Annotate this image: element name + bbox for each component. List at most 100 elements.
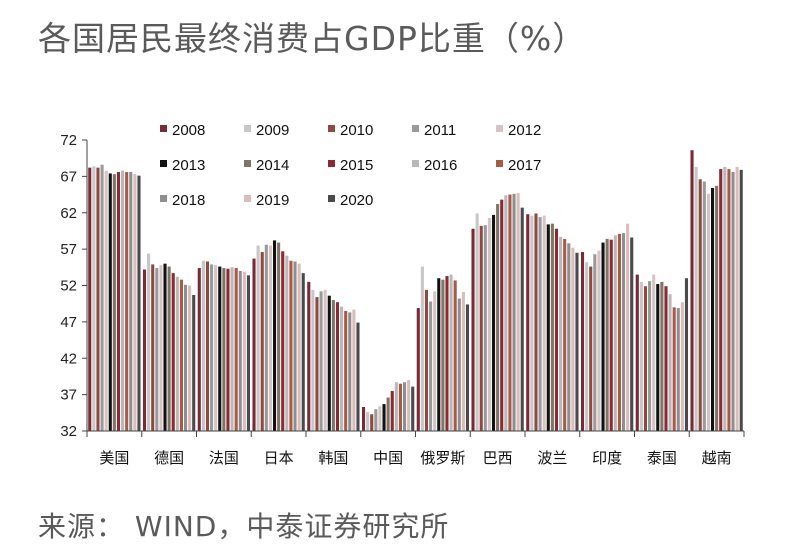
bar-2019-越南 <box>735 166 739 432</box>
bar-2019-德国 <box>188 285 192 431</box>
bar-2013-日本 <box>272 240 277 431</box>
bar-2015-俄罗斯 <box>445 276 449 431</box>
bar-2009-泰国 <box>639 281 643 431</box>
bar-2017-泰国 <box>672 307 676 431</box>
bar-2013-中国 <box>382 404 386 431</box>
bar-2012-泰国 <box>652 274 656 431</box>
bar-2015-波兰 <box>554 228 559 431</box>
legend-swatch-2014 <box>244 160 251 167</box>
y-tick-label: 32 <box>60 423 77 440</box>
legend-swatch-2016 <box>412 160 419 167</box>
bar-2008-波兰 <box>526 214 530 431</box>
bar-2019-美国 <box>133 174 137 431</box>
category-label: 法国 <box>209 449 239 467</box>
bar-2008-日本 <box>252 258 256 431</box>
y-tick-label: 72 <box>60 132 77 149</box>
bar-2015-越南 <box>719 169 723 431</box>
bar-2019-印度 <box>626 223 630 431</box>
bar-2017-中国 <box>398 383 402 431</box>
bar-2011-韩国 <box>319 291 323 431</box>
bar-2015-印度 <box>609 239 613 431</box>
bar-2017-德国 <box>179 279 183 431</box>
bar-2012-波兰 <box>542 215 546 431</box>
bar-2011-法国 <box>210 264 214 431</box>
bar-2011-波兰 <box>538 217 542 431</box>
bar-2014-法国 <box>222 268 226 431</box>
bar-2012-俄罗斯 <box>433 291 437 431</box>
bar-2008-美国 <box>88 167 92 431</box>
bar-2018-美国 <box>129 172 133 431</box>
bar-2014-泰国 <box>660 281 664 431</box>
y-axis: 32 37 42 47 52 57 62 67 72 <box>60 132 88 440</box>
bar-2009-俄罗斯 <box>420 266 424 431</box>
bar-2012-日本 <box>268 245 272 431</box>
bar-2014-中国 <box>386 397 390 431</box>
bar-2010-越南 <box>698 179 702 431</box>
y-tick-label: 47 <box>60 314 77 331</box>
bar-2020-越南 <box>739 169 743 431</box>
category-label: 韩国 <box>318 449 348 467</box>
bar-2008-韩国 <box>307 281 311 431</box>
legend-label-2012: 2012 <box>508 122 541 139</box>
bar-2015-韩国 <box>335 302 340 431</box>
bar-2011-中国 <box>374 409 378 431</box>
y-tick-label: 67 <box>60 168 77 185</box>
bar-2017-法国 <box>234 268 238 431</box>
bar-2014-印度 <box>605 238 609 431</box>
bar-2009-德国 <box>147 253 151 431</box>
legend-label-2009: 2009 <box>256 122 289 139</box>
bar-2010-波兰 <box>534 213 538 431</box>
bar-2009-越南 <box>694 166 698 432</box>
bar-2016-韩国 <box>340 306 344 431</box>
bar-2011-日本 <box>264 244 268 431</box>
bar-2010-德国 <box>151 264 155 431</box>
bar-2010-印度 <box>589 266 593 431</box>
bar-2014-美国 <box>112 174 116 431</box>
bar-2015-巴西 <box>500 199 504 431</box>
bar-2016-德国 <box>175 276 179 431</box>
bar-2013-俄罗斯 <box>437 278 441 431</box>
bar-2014-韩国 <box>331 300 335 431</box>
legend-label-2017: 2017 <box>508 157 541 174</box>
bar-2020-美国 <box>137 175 141 431</box>
legend-swatch-2013 <box>160 160 167 167</box>
bar-2013-泰国 <box>656 284 660 431</box>
category-label: 巴西 <box>483 449 513 467</box>
bar-2016-越南 <box>723 166 727 432</box>
bar-2020-巴西 <box>520 207 524 431</box>
bar-2015-法国 <box>226 268 230 431</box>
bar-2009-巴西 <box>475 213 479 431</box>
bar-2020-俄罗斯 <box>465 304 470 431</box>
bar-2010-美国 <box>96 167 100 431</box>
bar-2008-俄罗斯 <box>416 308 420 431</box>
bar-2015-日本 <box>281 251 285 431</box>
bar-2020-中国 <box>411 386 415 431</box>
bar-2010-泰国 <box>643 286 648 431</box>
bar-2018-泰国 <box>676 308 680 431</box>
legend-label-2018: 2018 <box>172 192 205 209</box>
bar-2009-印度 <box>585 262 589 431</box>
bar-2011-俄罗斯 <box>429 301 433 431</box>
legend-swatch-2010 <box>328 125 335 132</box>
bar-2018-法国 <box>238 270 242 431</box>
bar-2019-韩国 <box>352 309 356 431</box>
legend-label-2019: 2019 <box>256 192 289 209</box>
legend-label-2011: 2011 <box>424 122 456 139</box>
bar-2017-日本 <box>289 260 293 431</box>
legend-swatch-2008 <box>160 125 167 132</box>
source-note: 来源： WIND，中泰证券研究所 <box>38 510 450 543</box>
bar-2013-法国 <box>218 266 222 431</box>
y-tick-label: 37 <box>60 387 77 404</box>
bar-2011-印度 <box>593 254 597 431</box>
bar-2014-波兰 <box>550 223 554 431</box>
bar-2016-美国 <box>121 170 125 431</box>
bar-2018-巴西 <box>512 193 516 431</box>
bar-2011-越南 <box>702 181 706 431</box>
bar-2018-日本 <box>293 261 297 431</box>
legend-label-2010: 2010 <box>340 122 373 139</box>
bar-2011-德国 <box>155 268 159 431</box>
bars <box>88 150 743 432</box>
bar-2010-中国 <box>370 414 374 431</box>
bar-2020-法国 <box>246 275 251 431</box>
